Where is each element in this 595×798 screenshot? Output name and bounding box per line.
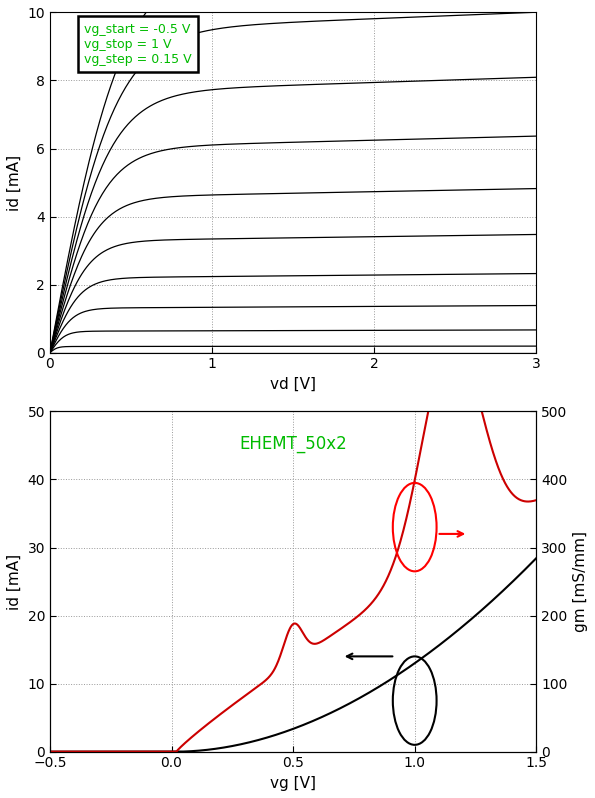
Text: EHEMT_50x2: EHEMT_50x2: [239, 435, 347, 453]
Text: vg_start = -0.5 V
vg_stop = 1 V
vg_step = 0.15 V: vg_start = -0.5 V vg_stop = 1 V vg_step …: [84, 22, 192, 65]
Y-axis label: gm [mS/mm]: gm [mS/mm]: [573, 531, 588, 632]
Y-axis label: id [mA]: id [mA]: [7, 554, 22, 610]
X-axis label: vg [V]: vg [V]: [270, 776, 316, 791]
X-axis label: vd [V]: vd [V]: [270, 377, 316, 392]
Y-axis label: id [mA]: id [mA]: [7, 155, 22, 211]
